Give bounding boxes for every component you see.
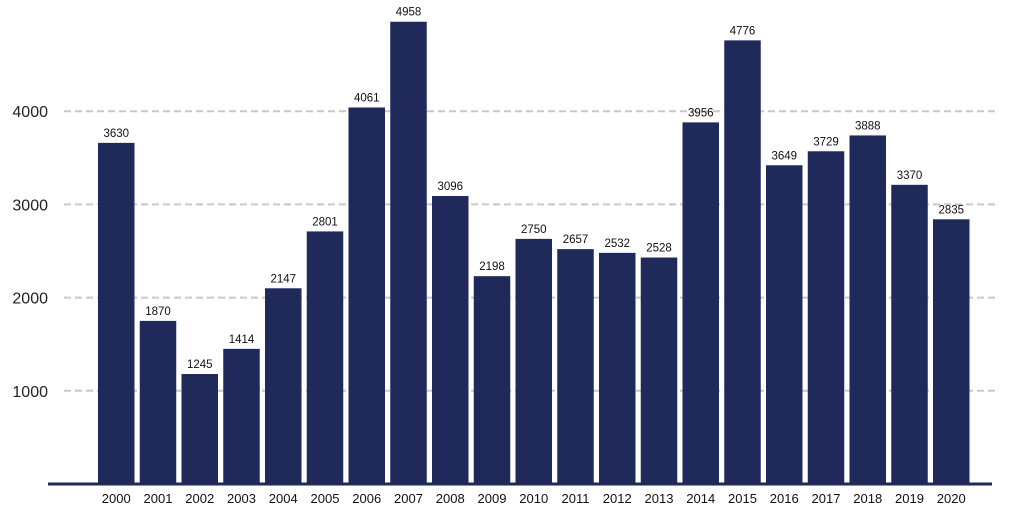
data-label: 1414 xyxy=(229,334,255,346)
bar xyxy=(807,151,845,484)
bar xyxy=(473,276,511,484)
bar xyxy=(98,142,135,484)
data-label: 2198 xyxy=(479,261,505,273)
data-label: 2750 xyxy=(521,224,547,236)
y-tick-label: 1000 xyxy=(12,384,48,401)
x-tick-label: 2004 xyxy=(269,491,298,506)
data-label: 3630 xyxy=(103,128,129,140)
x-tick-label: 2013 xyxy=(645,491,674,506)
bar xyxy=(348,107,385,485)
x-tick-label: 2010 xyxy=(519,491,548,506)
x-tick-label: 2016 xyxy=(770,491,799,506)
bar xyxy=(640,257,678,484)
bar xyxy=(682,122,719,484)
bar xyxy=(766,165,803,485)
x-tick-label: 2001 xyxy=(144,491,173,506)
x-tick-label: 2007 xyxy=(394,491,423,506)
bar xyxy=(724,40,761,484)
x-tick-label: 2008 xyxy=(436,491,465,506)
data-label: 3649 xyxy=(771,150,797,162)
x-tick-label: 2003 xyxy=(227,491,256,506)
bar xyxy=(933,219,970,484)
data-label: 4776 xyxy=(730,25,756,37)
bar xyxy=(515,238,552,484)
x-tick-label: 2018 xyxy=(853,491,882,506)
bar xyxy=(223,348,260,484)
y-tick-label: 3000 xyxy=(12,197,48,214)
y-tick-label: 4000 xyxy=(12,104,48,121)
x-tick-label: 2014 xyxy=(686,491,715,506)
data-label: 2147 xyxy=(270,273,296,285)
bar xyxy=(306,231,344,484)
x-tick-label: 2000 xyxy=(102,491,131,506)
data-label: 1870 xyxy=(145,306,171,318)
bar xyxy=(891,184,928,484)
x-tick-label: 2017 xyxy=(812,491,841,506)
data-label: 2528 xyxy=(646,243,672,255)
x-tick-label: 2002 xyxy=(185,491,214,506)
data-label: 2835 xyxy=(938,204,964,216)
bar xyxy=(432,196,469,484)
x-tick-label: 2020 xyxy=(937,491,966,506)
data-label: 3956 xyxy=(688,107,714,119)
bar xyxy=(849,135,886,484)
x-tick-label: 2005 xyxy=(311,491,340,506)
bar xyxy=(557,249,594,484)
x-tick-label: 2009 xyxy=(478,491,507,506)
data-label: 3096 xyxy=(437,181,463,193)
x-tick-label: 2011 xyxy=(562,491,590,506)
data-label: 2532 xyxy=(604,238,630,250)
data-label: 4061 xyxy=(354,92,380,104)
bar xyxy=(390,21,427,485)
bar xyxy=(599,252,636,484)
x-tick-label: 2015 xyxy=(728,491,757,506)
data-label: 3729 xyxy=(813,136,839,148)
data-label: 2657 xyxy=(563,234,589,246)
data-label: 4958 xyxy=(396,7,422,19)
data-label: 3888 xyxy=(855,120,881,132)
bar xyxy=(139,320,177,484)
x-tick-label: 2006 xyxy=(352,491,381,506)
bar xyxy=(181,374,218,484)
x-tick-label: 2019 xyxy=(895,491,924,506)
y-tick-label: 2000 xyxy=(12,291,48,308)
bar xyxy=(265,288,302,484)
data-label: 3370 xyxy=(897,170,923,182)
data-label: 2801 xyxy=(312,216,338,228)
x-tick-label: 2012 xyxy=(603,491,632,506)
data-label: 1245 xyxy=(187,359,213,371)
